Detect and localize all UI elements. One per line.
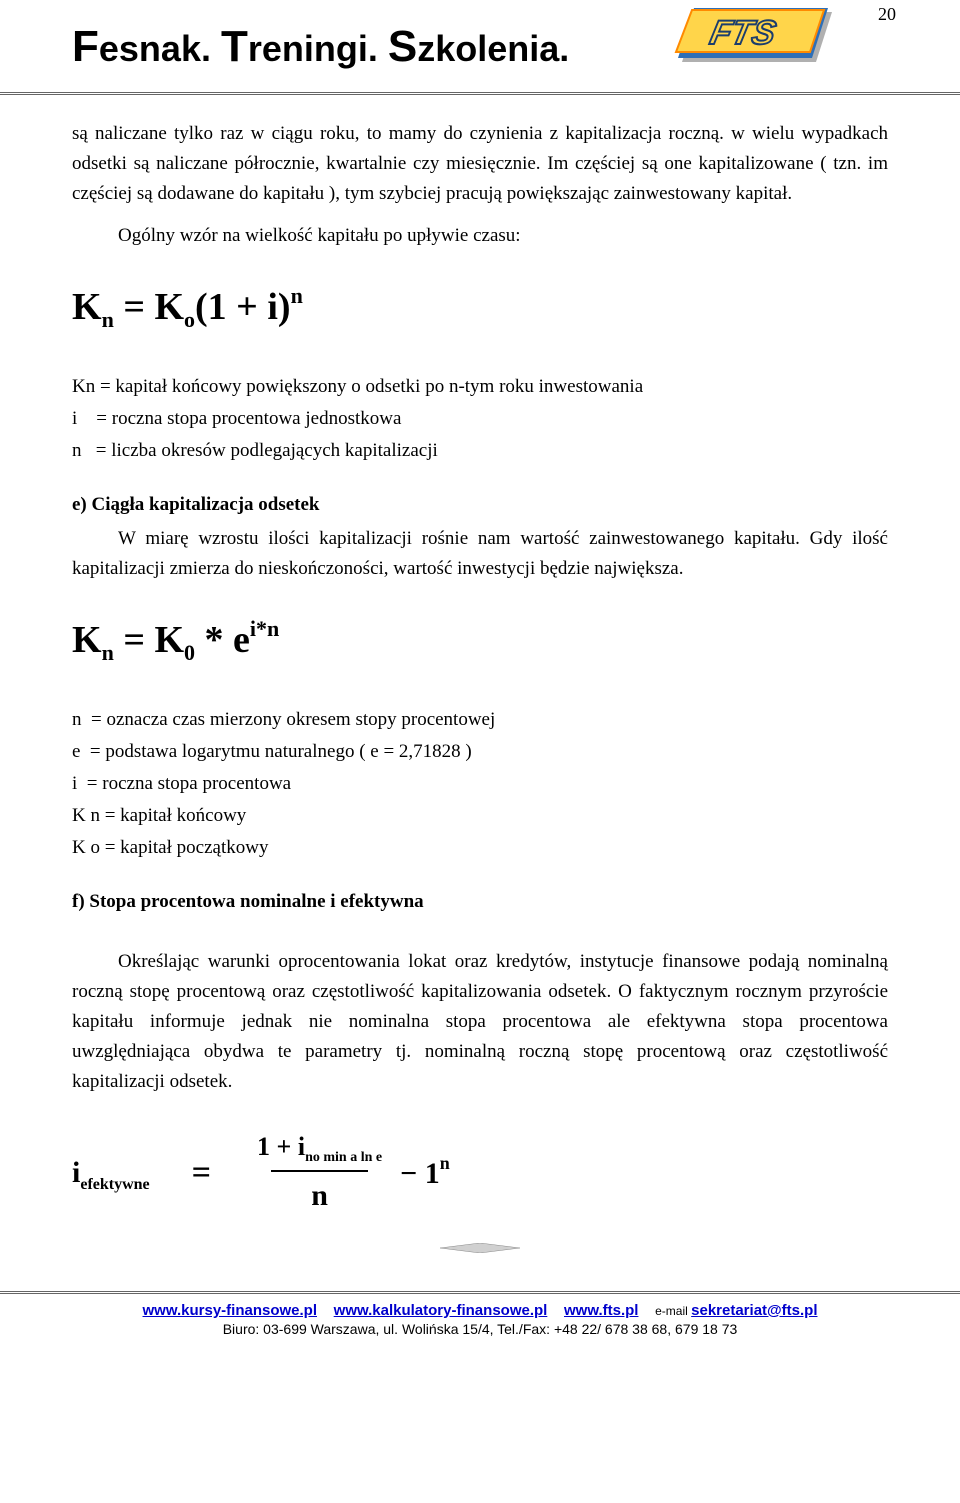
- def-n2: n = oznacza czas mierzony okresem stopy …: [72, 705, 888, 735]
- section-e-body: W miarę wzrostu ilości kapitalizacji roś…: [72, 524, 888, 584]
- page-header: 20 Fesnak. Treningi. Szkolenia. FTS: [0, 0, 960, 95]
- paragraph-intro: są naliczane tylko raz w ciągu roku, to …: [72, 119, 888, 209]
- definitions-2: n = oznacza czas mierzony okresem stopy …: [72, 705, 888, 863]
- definitions-1: Kn = kapitał końcowy powiększony o odset…: [72, 372, 888, 466]
- def-i2: i = roczna stopa procentowa: [72, 769, 888, 799]
- formula-continuous-compounding: Kn = K0 * ei*n: [72, 610, 888, 671]
- section-e-heading: e) Ciągła kapitalizacja odsetek: [72, 490, 888, 520]
- equals-sign: =: [192, 1146, 211, 1200]
- def-kn: Kn = kapitał końcowy powiększony o odset…: [72, 372, 888, 402]
- formula3-fraction: 1 + ino min a ln e n: [251, 1126, 388, 1219]
- def-Kn: K n = kapitał końcowy: [72, 801, 888, 831]
- page-content: są naliczane tylko raz w ciągu roku, to …: [0, 95, 960, 1249]
- def-e: e = podstawa logarytmu naturalnego ( e =…: [72, 737, 888, 767]
- def-i: i = roczna stopa procentowa jednostkowa: [72, 404, 888, 434]
- footer-ornament-icon: [0, 1243, 960, 1251]
- svg-text:FTS: FTS: [707, 14, 779, 52]
- def-Ko: K o = kapitał początkowy: [72, 833, 888, 863]
- formula-compound-interest: Kn = Ko(1 + i)n: [72, 277, 888, 338]
- page-number: 20: [878, 4, 896, 25]
- formula3-tail: − 1n: [400, 1149, 450, 1197]
- def-n: n = liczba okresów podlegających kapital…: [72, 436, 888, 466]
- footer-email-label: e-mail: [655, 1304, 691, 1318]
- footer-address: Biuro: 03-699 Warszawa, ul. Wolińska 15/…: [72, 1321, 888, 1337]
- formula-effective-rate: iefektywne = 1 + ino min a ln e n − 1n: [72, 1133, 888, 1213]
- brand-title: Fesnak. Treningi. Szkolenia.: [72, 22, 569, 72]
- footer-link-kursy[interactable]: www.kursy-finansowe.pl: [143, 1302, 317, 1319]
- footer-links-row: www.kursy-finansowe.pl www.kalkulatory-f…: [72, 1302, 888, 1319]
- section-f-heading: f) Stopa procentowa nominalne i efektywn…: [72, 887, 888, 917]
- page-footer: www.kursy-finansowe.pl www.kalkulatory-f…: [0, 1291, 960, 1353]
- section-f-body: Określając warunki oprocentowania lokat …: [72, 947, 888, 1097]
- footer-link-fts[interactable]: www.fts.pl: [564, 1302, 638, 1319]
- fts-logo-icon: FTS: [666, 0, 834, 72]
- paragraph-formula-lead: Ogólny wzór na wielkość kapitału po upły…: [72, 221, 888, 251]
- footer-email[interactable]: sekretariat@fts.pl: [691, 1302, 817, 1319]
- footer-link-kalkulatory[interactable]: www.kalkulatory-finansowe.pl: [334, 1302, 548, 1319]
- formula3-lhs: iefektywne: [72, 1149, 150, 1197]
